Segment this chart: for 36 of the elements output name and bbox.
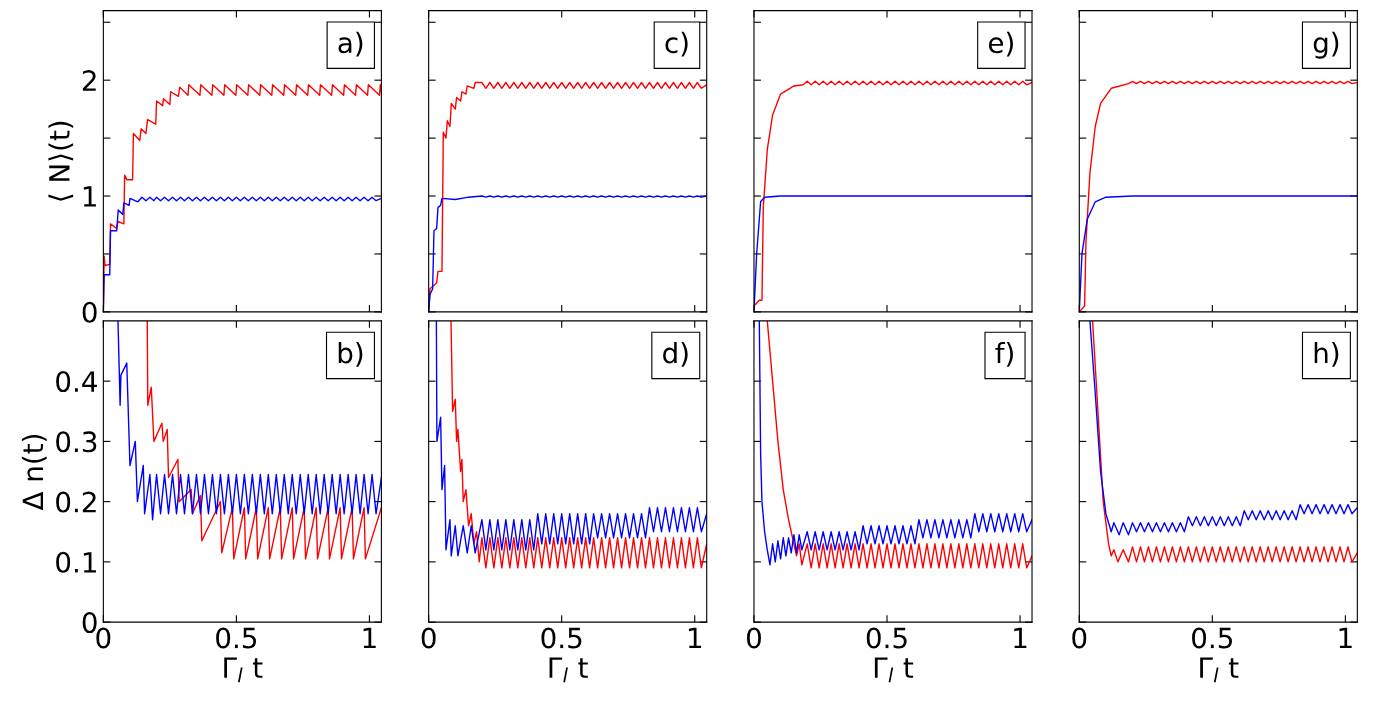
y-tick-label: 0 (82, 301, 97, 323)
x-tick-label: 0 (421, 627, 436, 649)
x-tick-label: 1 (1339, 627, 1352, 649)
y-tick-label: 0 (82, 612, 97, 634)
x-tick-label: 1 (1014, 627, 1027, 649)
x-axis-title: Γ$_{l}$ t (549, 657, 588, 683)
annotation: h) (1314, 342, 1339, 367)
x-tick-label: 0 (1072, 627, 1087, 649)
y-tick-label: 2 (82, 70, 96, 91)
annotation: e) (988, 31, 1013, 57)
y-tick-label: 0.1 (56, 551, 96, 573)
y-tick-label: 1 (83, 186, 96, 207)
x-axis-title: Γ$_{l}$ t (224, 657, 263, 683)
x-tick-label: 1 (363, 627, 376, 649)
x-axis-title: Γ$_{l}$ t (1200, 657, 1239, 683)
x-tick-label: 0 (96, 627, 111, 649)
annotation: a) (338, 31, 363, 57)
y-axis-title: ⟨ N⟩(t) (48, 121, 74, 201)
annotation: d) (663, 342, 688, 367)
y-axis-title: Δ n(t) (21, 434, 47, 511)
annotation: f) (995, 342, 1013, 367)
annotation: b) (338, 342, 363, 367)
x-tick-label: 0.5 (541, 627, 582, 649)
x-tick-label: 0 (746, 627, 761, 649)
annotation: g) (1313, 31, 1339, 59)
x-tick-label: 0.5 (1192, 627, 1232, 649)
line-series (117, 320, 382, 521)
x-tick-label: 0.5 (866, 627, 907, 649)
x-axis-title: Γ$_{l}$ t (874, 657, 914, 683)
y-tick-label: 0.4 (56, 371, 97, 393)
y-tick-label: 0.3 (56, 431, 97, 453)
x-tick-label: 1 (688, 627, 701, 649)
x-tick-label: 0.5 (216, 627, 257, 649)
annotation: c) (665, 31, 688, 57)
y-tick-label: 0.2 (56, 491, 96, 513)
line-series (146, 320, 382, 560)
